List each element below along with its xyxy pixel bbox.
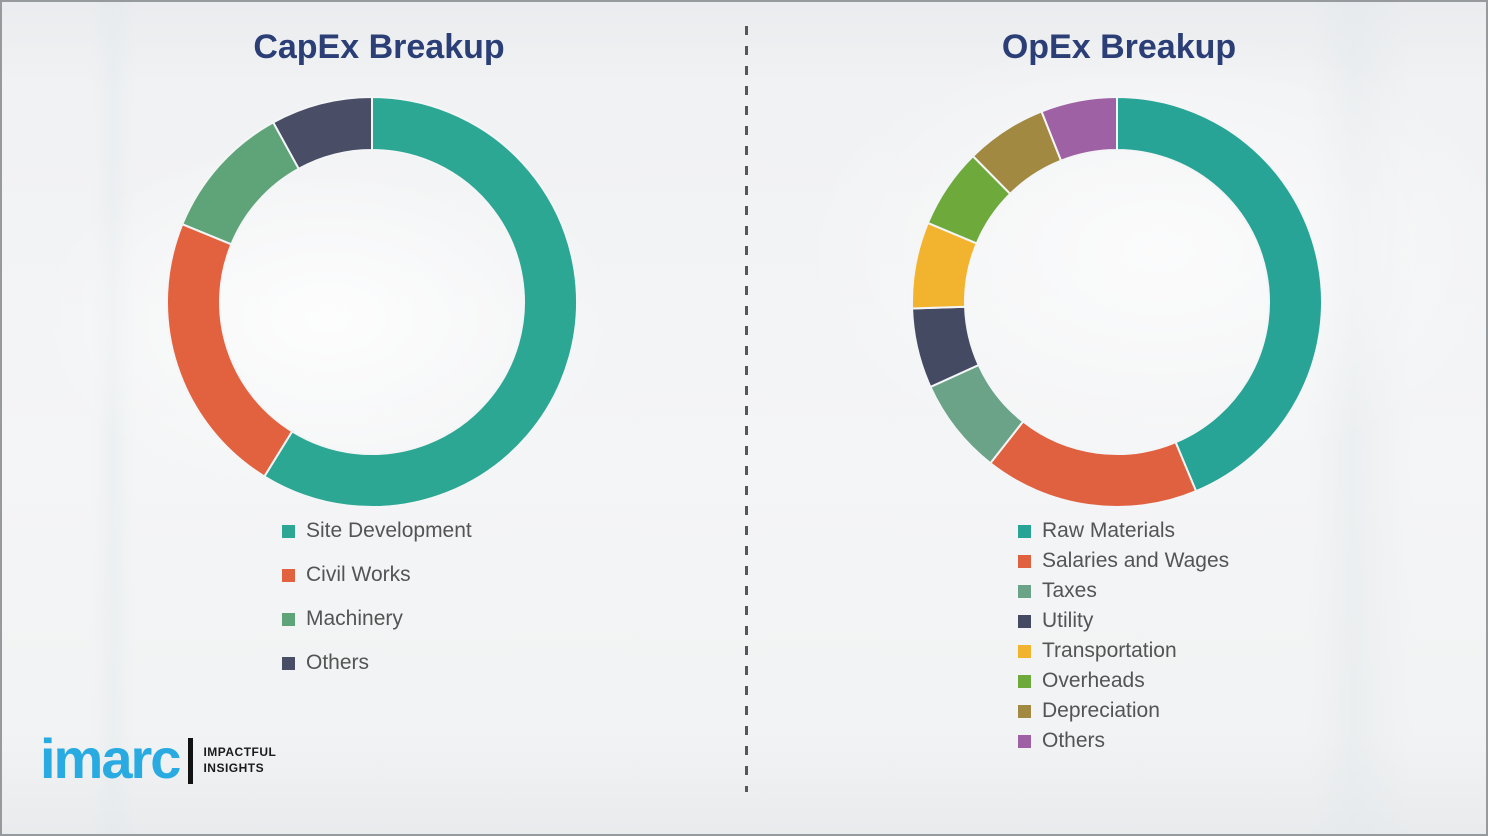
legend-swatch-overheads [1018, 674, 1031, 688]
dashed-divider [745, 26, 748, 792]
logo-separator-bar [188, 737, 194, 784]
legend-label-others: Others [1042, 729, 1106, 752]
legend-swatch-others [1018, 734, 1031, 748]
legend-label-overheads: Overheads [1042, 669, 1145, 692]
legend-swatch-others [282, 656, 295, 670]
capex-chart-title: CapEx Breakup [253, 28, 505, 66]
legend-item-machinery: Machinery [282, 597, 472, 641]
legend-swatch-raw-materials [1018, 524, 1031, 538]
legend-label-depreciation: Depreciation [1042, 699, 1160, 722]
donut-segment-others [271, 95, 373, 171]
legend-item-salaries-and-wages: Salaries and Wages [1018, 546, 1229, 576]
legend-item-utility: Utility [1018, 606, 1229, 636]
legend-item-taxes: Taxes [1018, 576, 1229, 606]
legend-item-others: Others [282, 641, 472, 685]
capex-donut-chart [166, 95, 578, 508]
opex-donut-chart [911, 95, 1323, 508]
donut-segment-others [1040, 95, 1118, 162]
legend-item-transportation: Transportation [1018, 636, 1229, 666]
legend-swatch-machinery [282, 612, 295, 626]
legend-label-transportation: Transportation [1042, 639, 1177, 662]
tagline-line-2: INSIGHTS [203, 760, 265, 775]
legend-swatch-transportation [1018, 644, 1031, 658]
legend-swatch-salaries-and-wages [1018, 554, 1031, 568]
legend-swatch-site-development [282, 524, 295, 538]
legend-label-site-development: Site Development [306, 519, 472, 542]
legend-item-raw-materials: Raw Materials [1018, 516, 1229, 546]
capex-legend: Site Development Civil Works Machinery Othe… [282, 509, 472, 685]
legend-swatch-civil-works [282, 568, 295, 582]
legend-swatch-taxes [1018, 584, 1031, 598]
donut-segment-civil-works [166, 222, 294, 478]
tagline-line-1: IMPACTFUL [203, 745, 277, 759]
legend-swatch-utility [1018, 614, 1031, 628]
opex-legend: Raw Materials Salaries and Wages Taxes Util… [1018, 516, 1229, 756]
legend-label-utility: Utility [1042, 609, 1094, 632]
legend-swatch-depreciation [1018, 704, 1031, 718]
legend-label-machinery: Machinery [306, 607, 403, 630]
donut-segment-machinery [181, 121, 301, 246]
opex-chart-title: OpEx Breakup [1001, 28, 1237, 66]
legend-label-taxes: Taxes [1042, 579, 1097, 602]
legend-item-site-development: Site Development [282, 509, 472, 553]
donut-segment-salaries-and-wages [988, 420, 1198, 508]
legend-label-others: Others [306, 651, 370, 674]
legend-item-civil-works: Civil Works [282, 553, 472, 597]
imarc-tagline: IMPACTFUL INSIGHTS [203, 745, 276, 776]
donut-segment-site-development [262, 95, 578, 508]
legend-item-depreciation: Depreciation [1018, 696, 1229, 726]
legend-label-civil-works: Civil Works [306, 563, 411, 586]
legend-item-overheads: Overheads [1018, 666, 1229, 696]
imarc-logo: imarc IMPACTFUL INSIGHTS [40, 727, 276, 790]
imarc-logo-text: imarc [40, 727, 181, 790]
legend-item-others: Others [1018, 726, 1229, 756]
legend-label-salaries-and-wages: Salaries and Wages [1042, 549, 1230, 572]
legend-label-raw-materials: Raw Materials [1042, 519, 1176, 542]
donut-segment-raw-materials [1116, 95, 1323, 493]
